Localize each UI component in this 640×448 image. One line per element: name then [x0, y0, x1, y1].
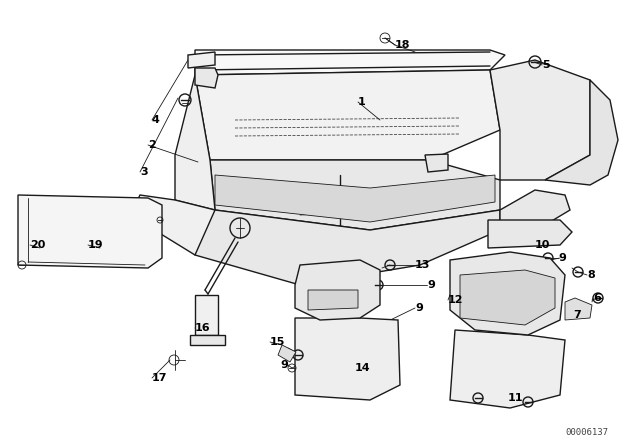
Text: 7: 7 [573, 310, 580, 320]
Text: 00006137: 00006137 [565, 427, 608, 436]
Polygon shape [565, 298, 592, 320]
Polygon shape [195, 295, 218, 335]
Polygon shape [18, 195, 162, 268]
Polygon shape [425, 154, 448, 172]
Text: 20: 20 [30, 240, 45, 250]
Text: 9: 9 [558, 253, 566, 263]
Text: 14: 14 [355, 363, 371, 373]
Polygon shape [188, 52, 215, 68]
Polygon shape [450, 252, 565, 335]
Text: 9: 9 [415, 303, 423, 313]
Polygon shape [175, 75, 215, 215]
Text: 2: 2 [148, 140, 156, 150]
Text: 11: 11 [508, 393, 524, 403]
Polygon shape [488, 220, 572, 248]
Polygon shape [490, 60, 590, 180]
Polygon shape [278, 345, 296, 362]
Text: 18: 18 [395, 40, 410, 50]
Polygon shape [195, 68, 218, 88]
Text: 6: 6 [593, 293, 601, 303]
Text: 8: 8 [587, 270, 595, 280]
Polygon shape [130, 195, 215, 255]
Text: 3: 3 [140, 167, 148, 177]
Text: 16: 16 [195, 323, 211, 333]
Text: 17: 17 [152, 373, 168, 383]
Text: 9: 9 [427, 280, 435, 290]
Polygon shape [295, 318, 400, 400]
Text: 10: 10 [535, 240, 550, 250]
Polygon shape [190, 335, 225, 345]
Polygon shape [175, 200, 500, 285]
Polygon shape [210, 160, 500, 230]
Text: 5: 5 [542, 60, 550, 70]
Text: 19: 19 [88, 240, 104, 250]
Polygon shape [545, 80, 618, 185]
Text: 4: 4 [152, 115, 160, 125]
Polygon shape [308, 290, 358, 310]
Polygon shape [295, 260, 380, 320]
Polygon shape [450, 330, 565, 408]
Text: 12: 12 [448, 295, 463, 305]
Text: 9: 9 [280, 360, 288, 370]
Polygon shape [195, 70, 500, 160]
Text: 1: 1 [358, 97, 365, 107]
Polygon shape [195, 50, 505, 75]
Text: 13: 13 [415, 260, 430, 270]
Polygon shape [500, 190, 570, 230]
Polygon shape [460, 270, 555, 325]
Text: 15: 15 [270, 337, 285, 347]
Polygon shape [215, 175, 495, 222]
